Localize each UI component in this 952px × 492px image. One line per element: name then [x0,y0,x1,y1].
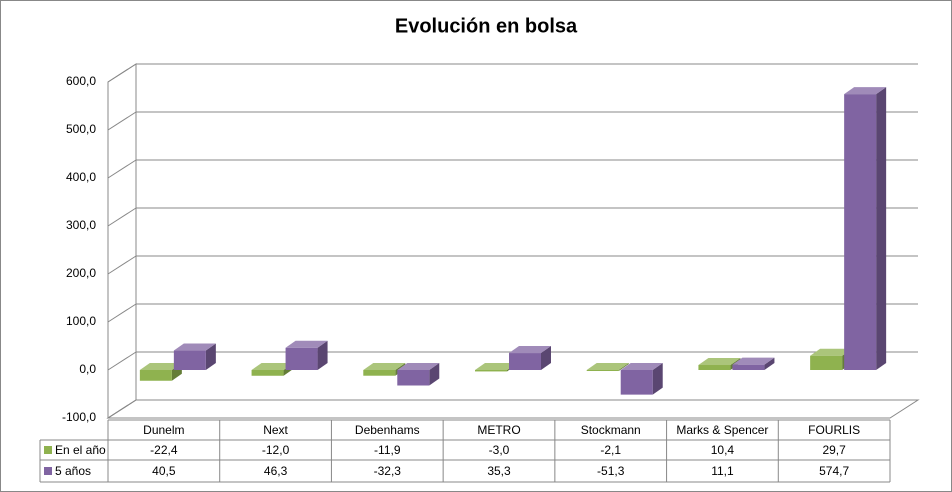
x-tick-label: Stockmann [581,423,641,437]
bar [251,370,284,376]
chart-title: Evolución en bolsa [395,15,578,37]
grid-line-side [107,399,137,419]
bar [586,370,619,372]
bar-top [285,340,328,348]
bar [698,365,731,370]
legend-label: 5 años [55,464,91,478]
table-value: 40,5 [152,464,176,478]
grid-line-side [107,207,137,227]
bar-top [475,363,517,370]
bar [620,370,653,395]
grid-line-side [107,351,137,371]
x-tick-label: METRO [477,423,520,437]
bar-top [698,358,741,366]
table-value: -22,4 [150,443,178,457]
bar [810,355,843,370]
table-value: -12,0 [262,443,290,457]
table-value: 46,3 [264,464,288,478]
y-tick-label: -100,0 [62,410,96,424]
bar [363,370,396,376]
table-value: 29,7 [822,443,846,457]
x-tick-label: Next [263,423,288,437]
legend-key [44,467,52,475]
grid-line-side [107,63,137,83]
table-value: 574,7 [819,464,849,478]
bar-top [586,363,629,370]
bar-side [541,346,551,370]
y-tick-label: 0,0 [79,362,96,376]
bar [139,370,172,381]
x-tick-label: Marks & Spencer [676,423,768,437]
y-tick-label: 600,0 [66,74,96,88]
legend-key [44,446,52,454]
y-tick-label: 100,0 [66,314,96,328]
bar-top [397,363,440,370]
bar-top [173,343,216,351]
x-tick-label: FOURLIS [808,423,860,437]
table-value: 10,4 [711,443,735,457]
bar-top [363,363,406,370]
x-tick-label: Debenhams [355,423,420,437]
bar-side [317,340,328,370]
bar-top [139,363,182,370]
grid-line-side [107,159,137,179]
bar-side [205,343,216,370]
bar-top [251,363,294,370]
y-tick-label: 500,0 [66,122,96,136]
bar-top [810,348,853,356]
table-value: -32,3 [374,464,402,478]
bar-top [732,357,775,365]
bar [844,94,877,371]
table-value: -11,9 [374,443,401,457]
bar [475,370,507,372]
table-value: -3,0 [489,443,510,457]
grid-line-side [107,111,137,131]
grid-line-side [107,255,137,275]
bar-top [844,87,887,95]
legend-label: En el año [55,443,106,457]
bar [173,350,206,370]
table-value: -51,3 [597,464,625,478]
table-value: 35,3 [487,464,511,478]
bar [397,370,430,386]
bar [509,353,541,370]
grid-line-side [107,303,137,323]
bar-top [509,346,551,354]
y-tick-label: 200,0 [66,266,96,280]
bar-side [652,363,663,395]
y-tick-label: 300,0 [66,218,96,232]
bar-side [429,363,440,386]
bar [732,364,765,370]
x-tick-label: Dunelm [143,423,184,437]
y-tick-label: 400,0 [66,170,96,184]
bar-side [876,87,887,371]
bar-side [618,363,629,372]
bar-side [764,357,775,370]
bar-top [620,363,663,370]
table-value: 11,1 [711,464,734,478]
table-value: -2,1 [600,443,621,457]
bar [285,347,318,370]
